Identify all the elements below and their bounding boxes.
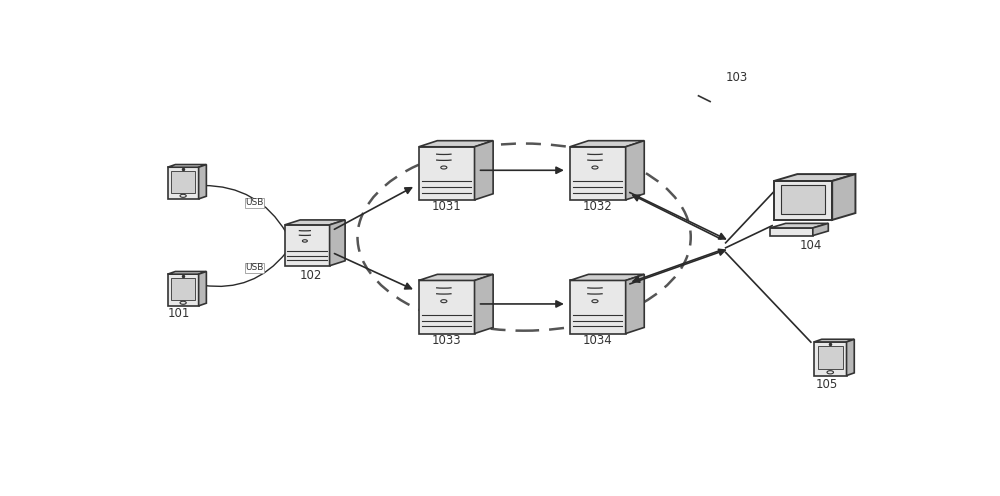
Text: 1031: 1031 (432, 200, 462, 213)
Polygon shape (832, 174, 855, 220)
Polygon shape (774, 174, 855, 181)
Polygon shape (626, 141, 644, 200)
Text: 1034: 1034 (583, 334, 613, 347)
Polygon shape (570, 280, 626, 333)
Polygon shape (626, 274, 644, 333)
Polygon shape (475, 141, 493, 200)
Polygon shape (781, 185, 825, 214)
Polygon shape (285, 225, 330, 266)
Text: 1032: 1032 (583, 200, 613, 213)
Polygon shape (199, 271, 206, 306)
Polygon shape (814, 342, 847, 375)
Polygon shape (813, 223, 828, 236)
Polygon shape (475, 274, 493, 333)
Polygon shape (847, 339, 854, 375)
Text: 102: 102 (300, 269, 322, 282)
Polygon shape (419, 141, 493, 147)
Polygon shape (570, 147, 626, 200)
Polygon shape (168, 167, 199, 199)
Polygon shape (570, 141, 644, 147)
Text: USB: USB (245, 198, 264, 207)
Text: 105: 105 (815, 378, 838, 391)
Polygon shape (570, 274, 644, 280)
Polygon shape (419, 147, 475, 200)
Text: USB: USB (245, 263, 264, 272)
Polygon shape (168, 165, 206, 167)
Polygon shape (419, 274, 493, 280)
Polygon shape (770, 223, 828, 228)
Polygon shape (168, 274, 199, 306)
Polygon shape (818, 346, 843, 369)
Text: 103: 103 (726, 70, 748, 83)
Polygon shape (285, 220, 345, 225)
Polygon shape (168, 271, 206, 274)
Text: 101: 101 (168, 308, 190, 320)
Polygon shape (171, 171, 195, 193)
Polygon shape (330, 220, 345, 266)
FancyArrowPatch shape (203, 186, 286, 233)
Text: 1033: 1033 (432, 334, 461, 347)
Polygon shape (419, 280, 475, 333)
Text: 104: 104 (800, 239, 822, 251)
Polygon shape (814, 339, 854, 342)
Polygon shape (199, 165, 206, 199)
Polygon shape (171, 278, 195, 300)
Polygon shape (774, 181, 832, 220)
FancyArrowPatch shape (203, 252, 286, 286)
Polygon shape (770, 228, 813, 236)
